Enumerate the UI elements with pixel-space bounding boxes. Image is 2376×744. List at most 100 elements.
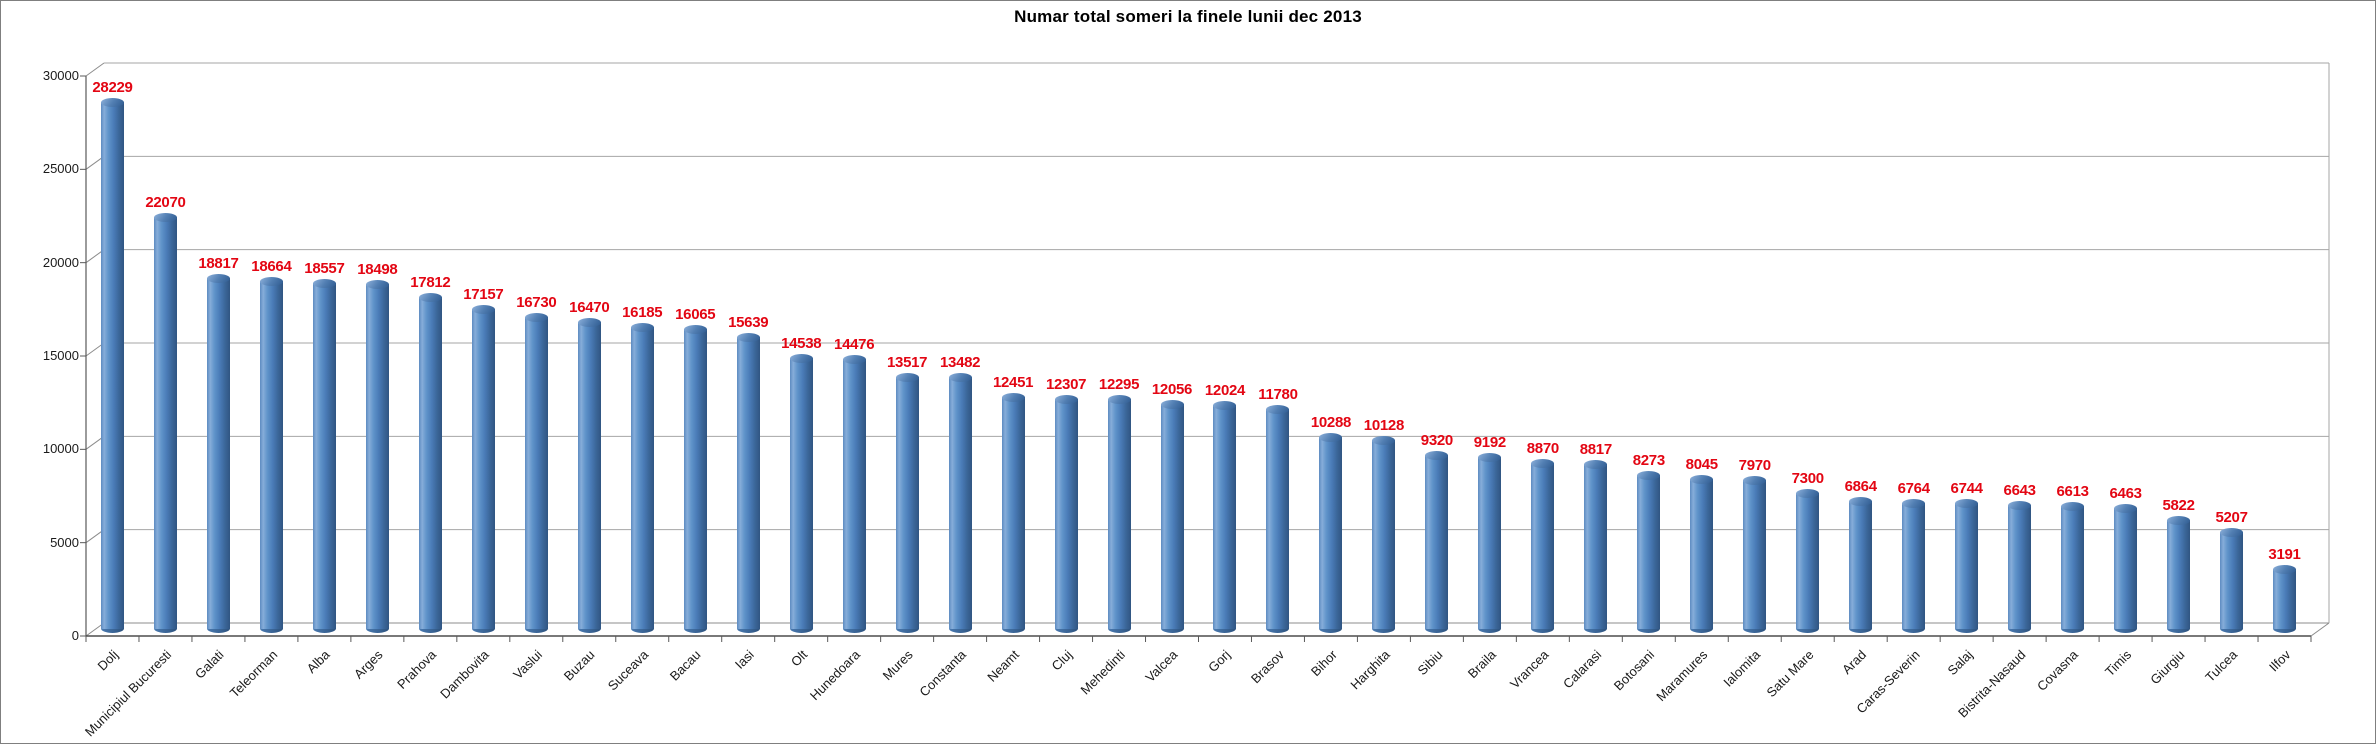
cylinder-cap-ellipse [1478, 453, 1502, 463]
bar-value-label: 3191 [2268, 546, 2301, 564]
cylinder-cap-ellipse [2220, 527, 2244, 537]
bar-value-label: 7300 [1791, 469, 1824, 487]
bar [1372, 435, 1396, 633]
cylinder-body [1796, 492, 1820, 629]
cylinder-body [1107, 399, 1131, 629]
bar-value-label: 22070 [145, 194, 186, 212]
bar [1054, 395, 1078, 633]
cylinder-body [365, 283, 389, 629]
cylinder-cap-ellipse [895, 372, 919, 382]
bar [1001, 392, 1025, 633]
cylinder-body [1319, 436, 1343, 629]
cylinder-cap-ellipse [1796, 488, 1820, 498]
bar-value-label: 10288 [1310, 413, 1352, 431]
cylinder-body [471, 308, 495, 629]
cylinder-cap-ellipse [312, 278, 336, 288]
cylinder-body [2061, 505, 2085, 629]
cylinder-cap-ellipse [206, 273, 230, 283]
bar [153, 213, 177, 633]
bar [1107, 395, 1131, 633]
cylinder-body [2167, 520, 2191, 629]
bar [1955, 499, 1979, 633]
cylinder-cap-ellipse [1902, 498, 1926, 508]
cylinder-body [259, 280, 283, 629]
cylinder-cap-ellipse [1001, 392, 1025, 402]
bar-value-label: 8870 [1526, 440, 1559, 458]
bar [895, 372, 919, 633]
bar-value-label: 9320 [1420, 432, 1453, 450]
cylinder-body [630, 326, 654, 629]
y-axis-label: 30000 [42, 68, 79, 83]
cylinder-body [1690, 478, 1714, 629]
cylinder-cap-ellipse [1266, 405, 1290, 415]
cylinder-body [2220, 531, 2244, 629]
bar [630, 322, 654, 633]
cylinder-cap-ellipse [1372, 435, 1396, 445]
bar [1849, 496, 1873, 633]
cylinder-cap-ellipse [365, 279, 389, 289]
bar-value-label: 6643 [2003, 481, 2036, 499]
bar [312, 278, 336, 633]
bar-value-label: 8273 [1632, 451, 1665, 469]
y-axis-label: 10000 [42, 441, 79, 457]
bar-value-label: 17812 [410, 273, 451, 291]
cylinder-cap-ellipse [577, 317, 601, 327]
bar-value-label: 28229 [92, 79, 133, 97]
cylinder-body [153, 217, 177, 629]
bar [1425, 451, 1449, 633]
bar-value-label: 16470 [569, 298, 610, 316]
cylinder-body [1743, 480, 1767, 629]
cylinder-body [2114, 508, 2138, 629]
bar-value-label: 9192 [1473, 434, 1506, 452]
cylinder-cap-ellipse [524, 312, 548, 322]
bar [1213, 400, 1237, 633]
bar-value-label: 15639 [728, 314, 769, 332]
bar [948, 373, 972, 633]
bar-value-label: 6764 [1897, 479, 1930, 497]
bar-value-label: 16065 [675, 306, 716, 324]
cylinder-body [1955, 503, 1979, 629]
cylinder-body [1637, 474, 1661, 629]
cylinder-cap-ellipse [1054, 395, 1078, 405]
bar [1690, 474, 1714, 633]
bar-value-label: 8817 [1579, 441, 1612, 459]
cylinder-cap-ellipse [2061, 501, 2085, 511]
cylinder-cap-ellipse [1319, 432, 1343, 442]
cylinder-cap-ellipse [2273, 565, 2296, 575]
bar-value-label: 18817 [198, 254, 239, 272]
bar [2273, 565, 2296, 633]
bar-value-label: 6864 [1844, 477, 1877, 495]
bar [418, 292, 442, 633]
cylinder-body [1902, 502, 1926, 629]
cylinder-cap-ellipse [471, 304, 495, 314]
bar [2167, 516, 2191, 633]
cylinder-cap-ellipse [683, 325, 707, 335]
bar [1743, 476, 1767, 633]
bar [577, 317, 601, 633]
cylinder-cap-ellipse [153, 213, 177, 223]
bar [365, 279, 389, 633]
cylinder-body [1531, 463, 1555, 629]
cylinder-cap-ellipse [259, 276, 283, 286]
cylinder-cap-ellipse [1531, 459, 1555, 469]
y-axis-label: 25000 [42, 161, 79, 177]
bar-value-label: 8045 [1685, 455, 1718, 473]
bar [2220, 527, 2244, 633]
y-axis-label: 0 [71, 628, 79, 643]
bar-value-label: 11780 [1258, 386, 1298, 404]
cylinder-body [2008, 504, 2032, 629]
cylinder-cap-ellipse [1690, 474, 1714, 484]
bar-value-label: 12451 [992, 373, 1034, 391]
cylinder-body [948, 377, 972, 629]
cylinder-cap-ellipse [1584, 460, 1608, 470]
bar [1637, 470, 1661, 633]
cylinder-body [789, 357, 813, 629]
cylinder-body [524, 316, 548, 629]
bar-value-label: 6744 [1950, 480, 1983, 498]
cylinder-body [577, 321, 601, 629]
cylinder-cap-ellipse [1213, 400, 1237, 410]
cylinder-cap-ellipse [789, 353, 813, 363]
bar-value-label: 18557 [304, 259, 345, 277]
cylinder-cap-ellipse [100, 98, 124, 108]
